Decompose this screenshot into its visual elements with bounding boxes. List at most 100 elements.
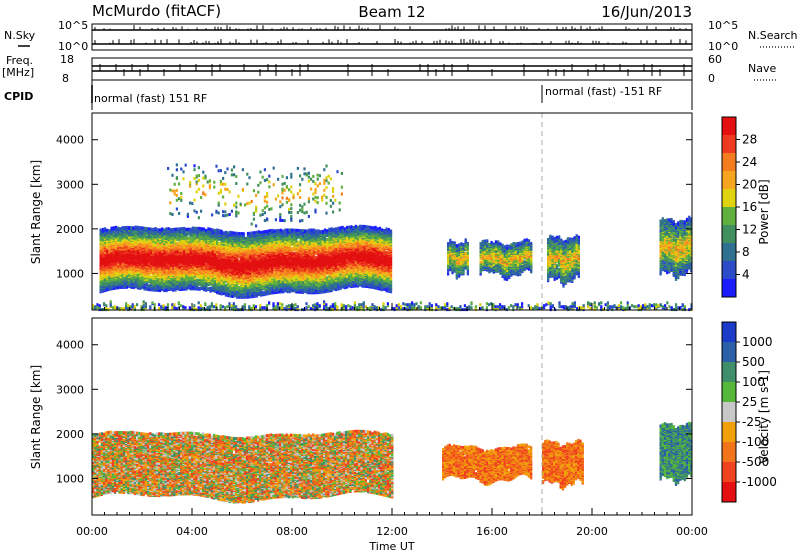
echo-cell (126, 264, 128, 267)
echo-cell (199, 242, 201, 245)
echo-cell (214, 275, 216, 278)
echo-cell (148, 263, 150, 266)
echo-cell (108, 234, 110, 237)
echo-cell (119, 227, 121, 230)
echo-cell (188, 237, 190, 240)
echo-cell (190, 284, 192, 287)
freq-left-tick-bottom: 8 (62, 72, 69, 85)
radar-summary-plot: McMurdo (fitACF) Beam 12 16/Jun/2013 N.S… (0, 0, 800, 554)
echo-cell (141, 226, 143, 229)
echo-cell (214, 229, 216, 232)
echo-cell (148, 272, 150, 275)
echo-cell (146, 283, 148, 286)
echo-cell (119, 243, 121, 246)
freq-traces (92, 64, 692, 76)
echo-cell (144, 227, 146, 230)
echo-cell (106, 229, 108, 232)
echo-cell (102, 248, 104, 251)
noise-traces (92, 25, 692, 44)
echo-cell (108, 251, 110, 254)
noise-right-tick-bottom: 10^0 (708, 40, 738, 53)
cpid-segment-2: normal (fast) -151 RF (545, 85, 662, 98)
echo-cell (166, 227, 168, 230)
echo-cell (188, 228, 190, 231)
echo-cell (115, 226, 117, 229)
echo-cell (155, 227, 157, 230)
echo-cell (130, 226, 132, 229)
echo-cell (192, 227, 194, 230)
echo-cell (216, 229, 218, 232)
freq-right-tick-bottom: 0 (708, 72, 715, 85)
echo-cell (100, 229, 102, 232)
echo-cell (146, 287, 148, 290)
echo-cell (207, 227, 209, 230)
echo-cell (124, 226, 126, 229)
echo-cell (205, 263, 207, 266)
echo-cell (133, 268, 135, 271)
echo-cell (122, 226, 124, 229)
echo-cell (166, 253, 168, 256)
echo-cell (181, 227, 183, 230)
echo-cell (183, 227, 185, 230)
echo-cell (174, 228, 176, 231)
echo-cell (190, 237, 192, 240)
echo-cell (194, 227, 196, 230)
echo-cell (201, 242, 203, 245)
echo-cell (218, 263, 220, 266)
echo-cell (135, 261, 137, 264)
echo-cell (148, 279, 150, 282)
echo-cell (177, 242, 179, 245)
echo-cell (128, 260, 130, 263)
echo-cell (155, 239, 157, 242)
echo-cell (117, 227, 119, 230)
echo-cell (150, 276, 152, 279)
nave-label: Nave (748, 62, 776, 75)
echo-cell (174, 250, 176, 253)
echo-cell (212, 228, 214, 231)
echo-cell (111, 227, 113, 230)
echo-cell (221, 264, 223, 267)
echo-cell (124, 277, 126, 280)
echo-cell (150, 261, 152, 264)
echo-cell (148, 284, 150, 287)
echo-cell (168, 227, 170, 230)
echo-cell (144, 284, 146, 287)
echo-cell (210, 228, 212, 231)
noise-right-tick-top: 10^5 (708, 19, 738, 32)
echo-cell (199, 227, 201, 230)
echo-cell (119, 255, 121, 258)
noise-left-tick-top: 10^5 (58, 19, 88, 32)
echo-cell (207, 268, 209, 271)
echo-cell (124, 282, 126, 285)
echo-cell (170, 228, 172, 231)
echo-cell (190, 228, 192, 231)
echo-cell (146, 241, 148, 244)
freq-right-tick-top: 60 (708, 53, 722, 66)
echo-cell (163, 288, 165, 291)
echo-cell (137, 226, 139, 229)
echo-cell (111, 252, 113, 255)
echo-cell (102, 242, 104, 245)
freq-panel-frame (92, 58, 692, 80)
echo-cell (163, 275, 165, 278)
station-title: McMurdo (fitACF) (92, 2, 221, 20)
echo-cell (122, 263, 124, 266)
echo-cell (166, 270, 168, 273)
echo-cell (163, 228, 165, 231)
echo-cell (128, 226, 130, 229)
echo-cell (185, 228, 187, 231)
echo-cell (115, 233, 117, 236)
noise-right-label: N.Search (748, 29, 798, 42)
echo-cell (113, 226, 115, 229)
echo-cell (194, 282, 196, 285)
echo-cell (218, 253, 220, 256)
echo-cell (152, 228, 154, 231)
echo-cell (168, 265, 170, 268)
echo-cell (146, 227, 148, 230)
power-data-layer (92, 113, 693, 311)
freq-label-line2: [MHz] (2, 66, 34, 79)
beam-label: Beam 12 (358, 3, 425, 21)
date-label: 16/Jun/2013 (601, 3, 692, 21)
echo-cell (161, 239, 163, 242)
noise-left-label: N.Sky (4, 29, 36, 42)
